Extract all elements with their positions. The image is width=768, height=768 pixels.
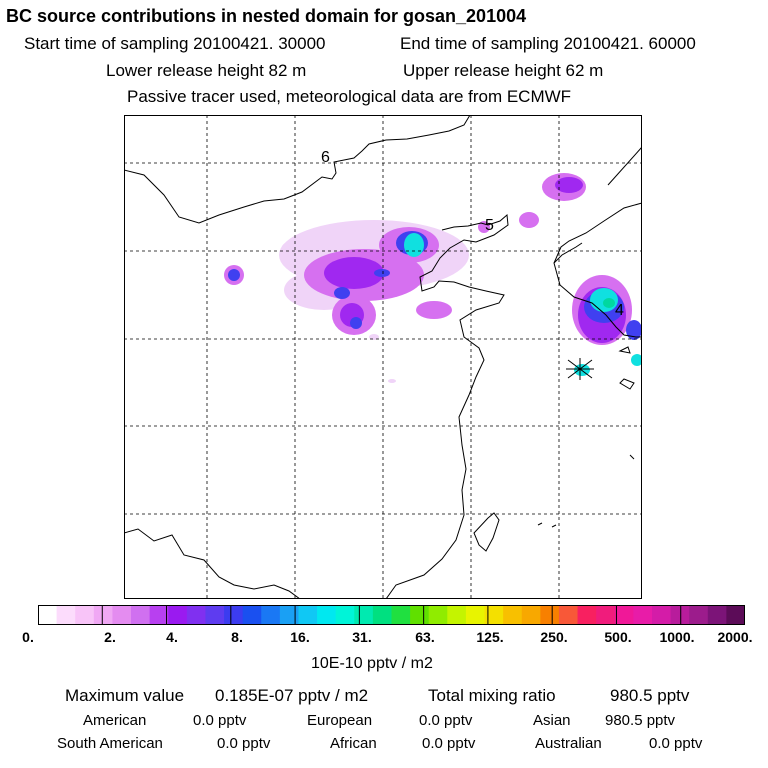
plot-title: BC source contributions in nested domain… [6, 6, 527, 26]
map-label-4: 4 [615, 302, 624, 319]
colorbar-cell [242, 605, 262, 625]
colorbar-cell [428, 605, 448, 625]
colorbar-cell [465, 605, 486, 625]
total-mixing-ratio-value: 980.5 pptv [610, 686, 690, 705]
total-mixing-ratio-label: Total mixing ratio [428, 686, 556, 705]
colorbar-cell [298, 605, 318, 625]
colorbar-cell [410, 605, 430, 625]
region-value-american: 0.0 pptv [193, 712, 247, 729]
colorbar-tick: 8. [231, 629, 243, 645]
colorbar-tick: 2. [104, 629, 116, 645]
region-name-asian: Asian [533, 712, 571, 729]
colorbar-cell [596, 605, 616, 625]
max-value: 0.185E-07 pptv / m2 [215, 686, 369, 705]
colorbar-cell [670, 605, 690, 625]
region-value-south-american: 0.0 pptv [217, 735, 271, 752]
colorbar-cell [75, 605, 95, 625]
colorbar-cell [633, 605, 653, 625]
colorbar-cell [149, 605, 169, 625]
colorbar-cell [279, 605, 300, 625]
colorbar-tick: 0. [22, 629, 34, 645]
map-label-5: 5 [485, 217, 494, 234]
colorbar-cell [447, 605, 467, 625]
lower-release-height-text: Lower release height 82 m [106, 61, 307, 80]
start-time-text: Start time of sampling 20100421. 30000 [24, 34, 326, 53]
region-name-african: African [330, 735, 377, 752]
colorbar-tick: 4. [166, 629, 178, 645]
region-value-african: 0.0 pptv [422, 735, 476, 752]
colorbar-cell [521, 605, 541, 625]
colorbar-cell [540, 605, 560, 625]
colorbar-cell [689, 605, 709, 625]
max-value-label: Maximum value [65, 686, 185, 705]
region-value-asian: 980.5 pptv [605, 712, 676, 729]
region-name-american: American [83, 712, 147, 729]
colorbar-tick: 250. [540, 629, 568, 645]
colorbar-cell [38, 605, 58, 625]
region-value-australian: 0.0 pptv [649, 735, 703, 752]
map-label-6: 6 [321, 149, 330, 166]
region-value-european: 0.0 pptv [419, 712, 473, 729]
region-name-european: European [307, 712, 373, 729]
colorbar-cell [168, 605, 188, 625]
colorbar-cell [577, 605, 597, 625]
graticule [124, 115, 642, 599]
region-name-south-american: South American [57, 735, 163, 752]
colorbar-cell [93, 605, 114, 625]
tracer-info-text: Passive tracer used, meteorological data… [127, 87, 572, 106]
colorbar-cell [503, 605, 523, 625]
colorbar-cell [354, 605, 374, 625]
colorbar-cell [186, 605, 207, 625]
colorbar [38, 605, 745, 625]
upper-release-height-text: Upper release height 62 m [403, 61, 604, 80]
colorbar-cell [335, 605, 355, 625]
colorbar-cell [614, 605, 634, 625]
colorbar-cell [707, 605, 727, 625]
colorbar-cell [372, 605, 393, 625]
colorbar-tick: 125. [476, 629, 504, 645]
colorbar-cell [391, 605, 411, 625]
region-name-australian: Australian [535, 735, 602, 752]
coastlines [124, 115, 642, 599]
colorbar-tick: 31. [352, 629, 372, 645]
colorbar-cell [261, 605, 281, 625]
colorbar-cell [224, 605, 244, 625]
colorbar-cell [205, 605, 225, 625]
colorbar-cell [317, 605, 337, 625]
colorbar-tick: 500. [604, 629, 632, 645]
colorbar-cell [484, 605, 504, 625]
colorbar-cell [112, 605, 132, 625]
end-time-text: End time of sampling 20100421. 60000 [400, 34, 696, 53]
colorbar-tick: 63. [415, 629, 435, 645]
map-frame [124, 115, 642, 599]
receptor-star-marker [566, 358, 594, 380]
colorbar-tick: 16. [290, 629, 310, 645]
colorbar-cell [726, 605, 745, 625]
plume-shading [224, 173, 642, 383]
colorbar-units: 10E-10 pptv / m2 [311, 655, 433, 672]
colorbar-cell [56, 605, 76, 625]
colorbar-cell [558, 605, 579, 625]
map-panel: 6 5 4 [124, 115, 642, 599]
colorbar-tick: 2000. [717, 629, 753, 645]
colorbar-tick-labels: 0. 2. 4. 8. 16. 31. 63. 125. 250. 500. 1… [0, 629, 768, 649]
colorbar-cell [651, 605, 672, 625]
colorbar-cell [131, 605, 151, 625]
colorbar-tick: 1000. [659, 629, 695, 645]
